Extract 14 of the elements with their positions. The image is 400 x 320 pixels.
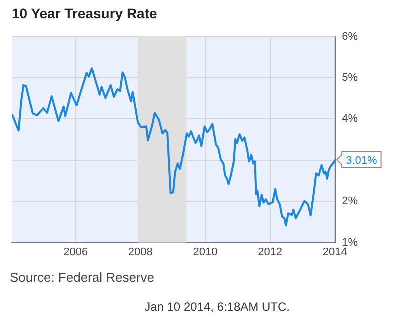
chart-title: 10 Year Treasury Rate — [12, 5, 158, 22]
x-tick-label: 2014 — [322, 246, 348, 258]
y-tick-label: 6% — [342, 30, 358, 43]
text: Jan 10 2014, 6:18AM UTC. — [144, 300, 290, 314]
y-tick-label: 1% — [342, 236, 358, 249]
y-tick-label: 4% — [342, 113, 358, 126]
x-tick-label: 2008 — [128, 246, 153, 258]
x-tick-label: 2012 — [258, 246, 283, 258]
annotation: 3.01% — [346, 155, 378, 168]
x-tick-label: 2010 — [193, 246, 218, 258]
source-note: Source: Federal Reserve — [10, 270, 155, 285]
y-tick-label: 5% — [342, 72, 358, 84]
x-tick-label: 2006 — [64, 246, 88, 258]
y-tick-label: 2% — [342, 196, 358, 208]
